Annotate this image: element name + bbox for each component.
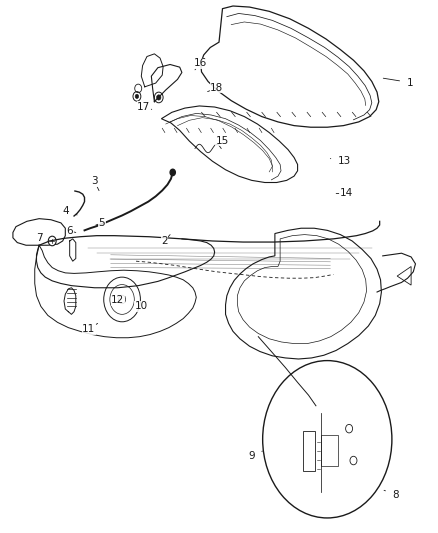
Text: 9: 9 xyxy=(248,451,262,461)
Text: 7: 7 xyxy=(36,233,49,243)
Circle shape xyxy=(170,169,175,175)
Text: 10: 10 xyxy=(135,301,148,311)
Circle shape xyxy=(135,94,139,99)
Text: 18: 18 xyxy=(208,83,223,93)
Circle shape xyxy=(48,236,56,246)
Text: 2: 2 xyxy=(161,235,170,246)
Text: 17: 17 xyxy=(137,102,152,112)
Text: 12: 12 xyxy=(111,295,125,305)
Bar xyxy=(303,431,315,471)
Text: 1: 1 xyxy=(383,78,413,87)
Text: 14: 14 xyxy=(336,188,353,198)
Text: 4: 4 xyxy=(62,206,77,216)
Text: 3: 3 xyxy=(91,176,99,191)
Text: 15: 15 xyxy=(215,135,229,146)
Text: 13: 13 xyxy=(330,156,351,166)
Text: 16: 16 xyxy=(194,59,207,70)
Text: 8: 8 xyxy=(384,490,399,499)
Bar xyxy=(321,435,338,466)
Text: 6: 6 xyxy=(67,226,76,236)
Circle shape xyxy=(156,95,161,100)
Circle shape xyxy=(119,295,126,304)
Text: 11: 11 xyxy=(82,324,98,334)
Text: 5: 5 xyxy=(96,218,105,228)
